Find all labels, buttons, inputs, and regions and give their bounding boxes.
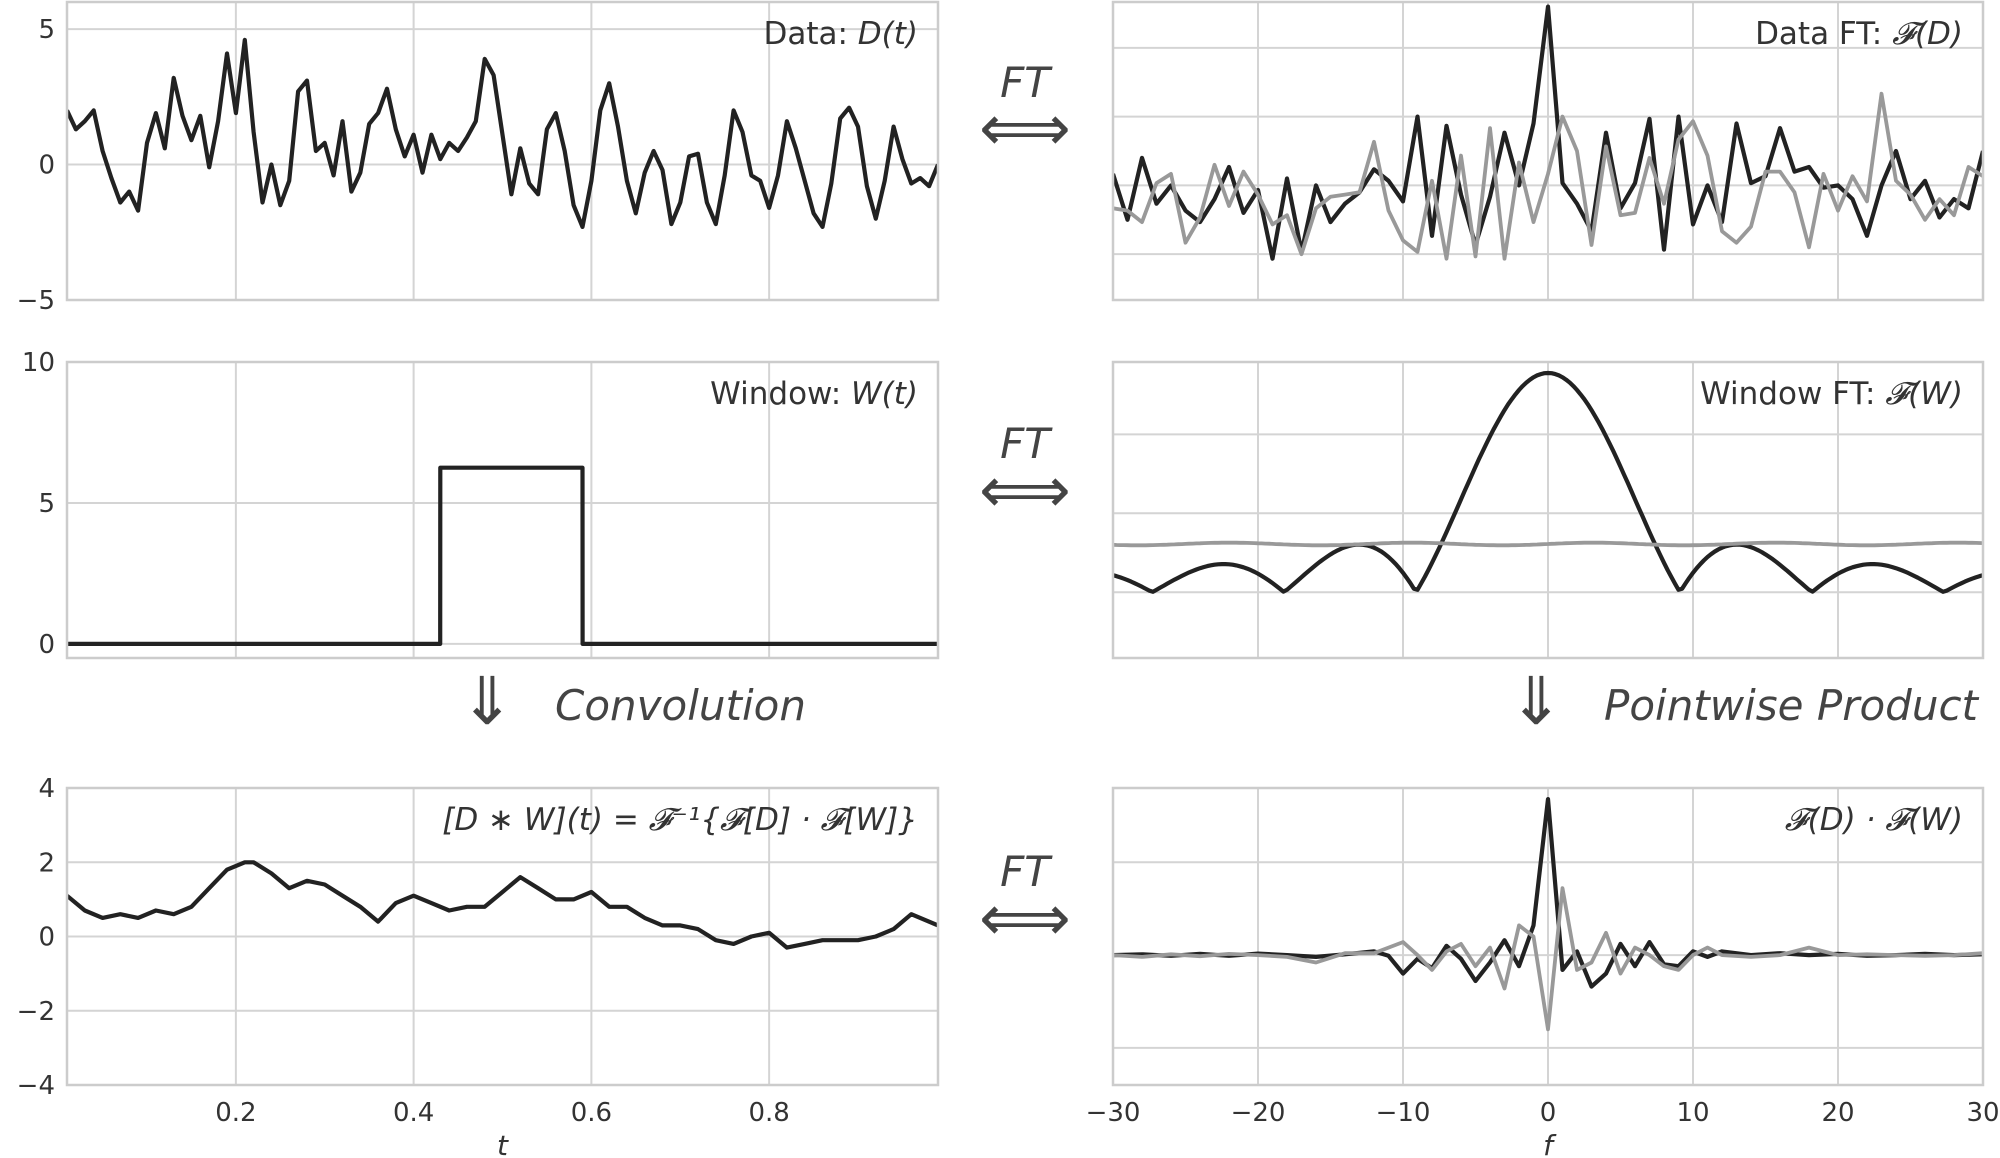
convolution-label: ⇓ Convolution — [459, 663, 806, 740]
y-tick-label: 4 — [38, 774, 55, 804]
panel-data: −5 0 5 Data: D(t) — [17, 0, 940, 316]
panel-window: 0 5 10 Window: W(t) — [22, 348, 940, 660]
annotation-prefix: Data FT: — [1755, 16, 1892, 52]
x-axis-label: f — [1543, 1129, 1557, 1158]
y-tick-label: 2 — [38, 848, 55, 878]
panel-data_ft: Data FT: 𝓕(D) — [1111, 0, 1985, 302]
y-tick-label: −4 — [17, 1071, 55, 1101]
pointwise-label: ⇓ Pointwise Product — [1508, 663, 1979, 740]
double-arrow-icon-1: ⟺ — [979, 92, 1071, 166]
x-tick-label: 0 — [1540, 1098, 1557, 1128]
series-line-1 — [67, 37, 938, 229]
x-axis-label: t — [497, 1129, 509, 1158]
y-tick-label: 10 — [22, 348, 55, 378]
x-tick-label: 30 — [1966, 1098, 1999, 1128]
y-tick-label: −2 — [17, 997, 55, 1027]
panel-annotation: Data FT: 𝓕(D) — [1755, 16, 1963, 52]
series-line-1 — [67, 465, 938, 646]
annotation-prefix: Window: — [710, 376, 851, 412]
ft-text-2: FT — [1000, 419, 1053, 468]
double-arrow-icon-3: ⟺ — [979, 882, 1071, 956]
panels: −5 0 5 Data: D(t) Data FT: 𝓕(D) 0 5 10 Window: W… — [17, 0, 2000, 1158]
y-tick-label: −5 — [17, 286, 55, 316]
panel-window_ft: Window FT: 𝓕(W) — [1111, 360, 1985, 660]
panel-annotation: [D ∗ W](t) = 𝓕⁻¹{𝓕[D] · 𝓕[W]} — [442, 802, 918, 838]
annotation-prefix: Window FT: — [1700, 376, 1885, 412]
y-tick-label: 5 — [38, 489, 55, 519]
ft-label-row1: FT ⟺ — [979, 58, 1071, 166]
y-tick-label: 0 — [38, 923, 55, 953]
annotation-math: W(t) — [851, 376, 918, 412]
series-line-2 — [1113, 886, 1983, 1032]
annotation-math: 𝓕(D) · 𝓕(W) — [1785, 802, 1963, 838]
panel-annotation: 𝓕(D) · 𝓕(W) — [1785, 802, 1963, 838]
ft-text-3: FT — [1000, 847, 1053, 896]
x-tick-label: 0.2 — [215, 1098, 256, 1128]
x-tick-label: 20 — [1821, 1098, 1854, 1128]
series-line-1 — [1113, 370, 1983, 594]
x-tick-label: −30 — [1086, 1098, 1141, 1128]
plot-frame — [65, 360, 940, 660]
ft-text-1: FT — [1000, 58, 1053, 107]
ft-label-row2: FT ⟺ — [979, 419, 1071, 528]
ft-label-row3: FT ⟺ — [979, 847, 1071, 956]
x-tick-label: −20 — [1231, 1098, 1286, 1128]
annotation-math: 𝓕(W) — [1885, 376, 1963, 412]
x-tick-label: 0.4 — [393, 1098, 434, 1128]
series-line-1 — [67, 860, 938, 950]
panel-convolution: −4 −2 0 2 4 0.2 0.4 0.6 0.8 t [D ∗ W](t) = 𝓕⁻¹{𝓕[D… — [17, 774, 940, 1158]
pointwise-text: Pointwise Product — [1604, 681, 1980, 730]
annotation-prefix: Data: — [763, 16, 857, 52]
plot-frame — [1111, 0, 1985, 302]
x-tick-label: 0.6 — [571, 1098, 612, 1128]
plot-frame — [65, 0, 940, 302]
y-tick-label: 0 — [38, 630, 55, 660]
panel-annotation: Window: W(t) — [710, 376, 918, 412]
double-arrow-icon-2: ⟺ — [979, 454, 1071, 528]
x-tick-label: 10 — [1676, 1098, 1709, 1128]
convolution-text: Convolution — [555, 681, 806, 730]
annotation-math: D(t) — [858, 16, 918, 52]
plot-frame — [65, 786, 940, 1087]
y-tick-label: 0 — [38, 151, 55, 181]
panel-annotation: Data: D(t) — [763, 16, 918, 52]
series-line-2 — [1113, 540, 1983, 548]
annotation-math: 𝓕(D) — [1892, 16, 1963, 52]
series-line-1 — [1113, 4, 1983, 261]
panel-annotation: Window FT: 𝓕(W) — [1700, 376, 1963, 412]
annotation-math: [D ∗ W](t) = 𝓕⁻¹{𝓕[D] · 𝓕[W]} — [442, 802, 918, 838]
down-arrow-icon-2: ⇓ — [1508, 663, 1563, 740]
x-tick-label: 0.8 — [748, 1098, 789, 1128]
panel-product_ft: −30 −20 −10 0 10 20 30 f 𝓕(D) · 𝓕(W) — [1086, 786, 2000, 1158]
y-tick-label: 5 — [38, 15, 55, 45]
x-tick-label: −10 — [1376, 1098, 1431, 1128]
plot-frame — [1111, 360, 1985, 660]
plot-frame — [1111, 786, 1985, 1087]
series-line-2 — [1113, 91, 1983, 261]
down-arrow-icon-1: ⇓ — [459, 663, 514, 740]
